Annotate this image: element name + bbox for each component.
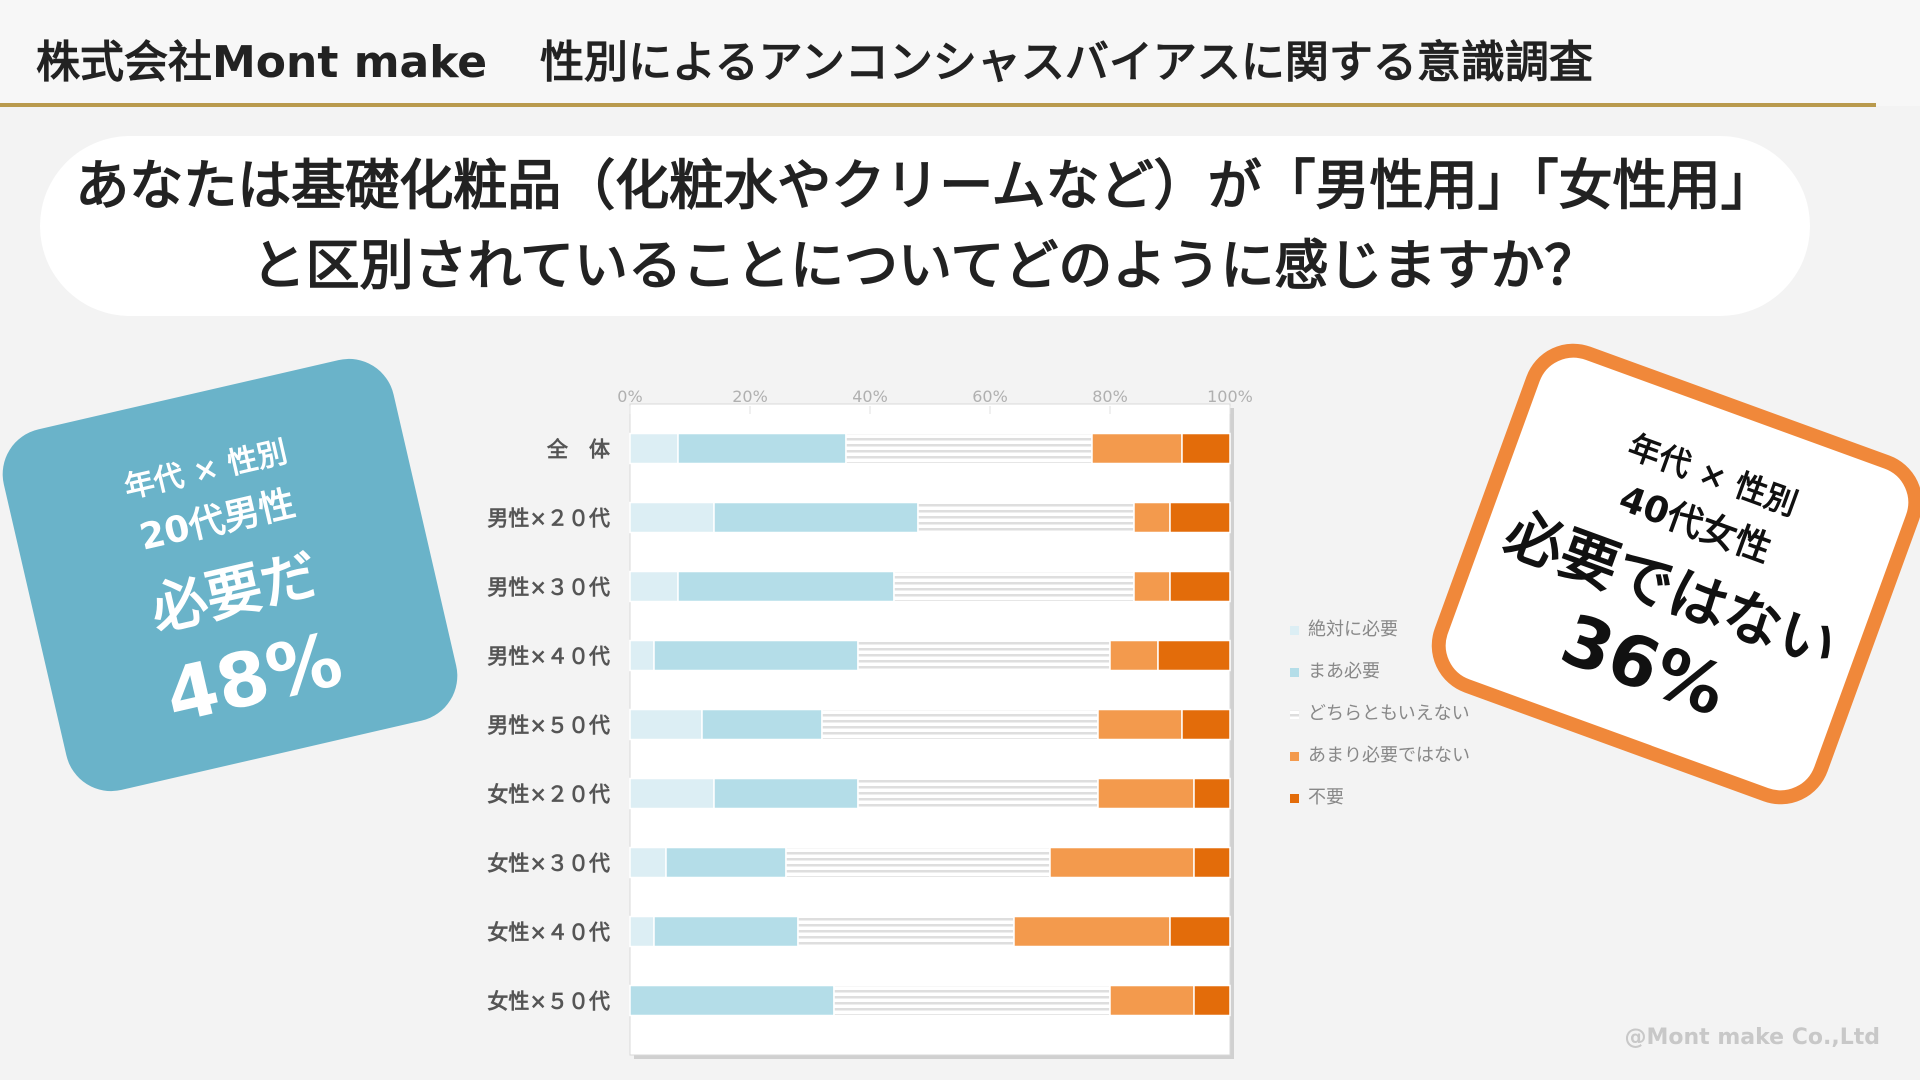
bar-segment bbox=[653, 915, 799, 948]
category-label: 男性×３０代 bbox=[487, 576, 610, 600]
header-bar bbox=[0, 0, 1920, 106]
legend-swatch bbox=[1290, 626, 1299, 635]
bar-segment bbox=[1169, 915, 1231, 948]
chart-plot: 0% 20% 40% 60% 80% 100% 全 体男性×２０代男性×３０代男性×４０代男… bbox=[487, 387, 1470, 1059]
bar-segment bbox=[1109, 639, 1159, 672]
legend-swatch bbox=[1290, 668, 1299, 677]
bar-segment bbox=[833, 984, 1111, 1017]
bar-segment bbox=[677, 570, 895, 603]
x-tick-label: 100% bbox=[1207, 387, 1253, 406]
legend-label: どちらともいえない bbox=[1308, 703, 1470, 724]
bar-segment bbox=[653, 639, 859, 672]
bar-segment bbox=[821, 708, 1099, 741]
x-tick-label: 40% bbox=[852, 387, 888, 406]
bar-segment bbox=[629, 915, 655, 948]
callout-male-20s: 年代 × 性別 20代男性 必要だ 48% bbox=[0, 349, 467, 801]
question-text: あなたは基礎化粧品（化粧水やクリームなど）が「男性用」「女性用」と区別されている… bbox=[75, 154, 1775, 297]
category-label: 男性×２０代 bbox=[487, 507, 610, 531]
bar-segment bbox=[1097, 708, 1183, 741]
bar-segment bbox=[893, 570, 1135, 603]
bar-segment bbox=[629, 846, 667, 879]
legend-swatch bbox=[1290, 710, 1299, 719]
bar-segment bbox=[629, 708, 703, 741]
bar-segment bbox=[1091, 432, 1183, 465]
header-divider bbox=[0, 103, 1876, 107]
bar-segment bbox=[629, 501, 715, 534]
legend-label: 不要 bbox=[1308, 787, 1344, 808]
bar-segment bbox=[1169, 501, 1231, 534]
x-tick-label: 80% bbox=[1092, 387, 1128, 406]
bar-segment bbox=[1097, 777, 1195, 810]
category-label: 女性×４０代 bbox=[487, 921, 610, 945]
copyright: @Mont make Co.,Ltd bbox=[1624, 1025, 1881, 1050]
legend-label: 絶対に必要 bbox=[1308, 619, 1398, 640]
bar-segment bbox=[629, 570, 679, 603]
bar-segment bbox=[629, 432, 679, 465]
x-tick-label: 0% bbox=[617, 387, 642, 406]
category-label: 女性×３０代 bbox=[487, 852, 610, 876]
bar-segment bbox=[1133, 501, 1171, 534]
bar-segment bbox=[857, 777, 1099, 810]
question-box: あなたは基礎化粧品（化粧水やクリームなど）が「男性用」「女性用」と区別されている… bbox=[40, 136, 1810, 316]
bar-segment bbox=[629, 984, 835, 1017]
stacked-bar-chart: 0% 20% 40% 60% 80% 100% 全 体男性×２０代男性×３０代男性×４０代男… bbox=[487, 387, 1470, 1059]
survey-title: 性別によるアンコンシャスバイアスに関する意識調査 bbox=[540, 37, 1593, 88]
bar-segment bbox=[1181, 708, 1231, 741]
bar-segment bbox=[713, 501, 919, 534]
legend-swatch bbox=[1290, 794, 1299, 803]
category-label: 女性×５０代 bbox=[487, 990, 610, 1014]
legend-label: あまり必要ではない bbox=[1308, 745, 1470, 766]
legend-label: まあ必要 bbox=[1308, 661, 1380, 682]
bar-segment bbox=[857, 639, 1111, 672]
x-tick-label: 20% bbox=[732, 387, 768, 406]
bar-segment bbox=[665, 846, 787, 879]
bar-segment bbox=[1193, 846, 1231, 879]
category-label: 男性×４０代 bbox=[487, 645, 610, 669]
bar-segment bbox=[1013, 915, 1171, 948]
category-label: 男性×５０代 bbox=[487, 714, 610, 738]
bar-segment bbox=[1109, 984, 1195, 1017]
bar-segment bbox=[1169, 570, 1231, 603]
bar-segment bbox=[917, 501, 1135, 534]
bar-segment bbox=[713, 777, 859, 810]
bar-segment bbox=[629, 777, 715, 810]
bar-segment bbox=[797, 915, 1015, 948]
bar-segment bbox=[1193, 777, 1231, 810]
category-label: 女性×２０代 bbox=[487, 783, 610, 807]
category-label: 全 体 bbox=[546, 438, 611, 462]
bar-segment bbox=[1193, 984, 1231, 1017]
bar-segment bbox=[1181, 432, 1231, 465]
bar-segment bbox=[1157, 639, 1231, 672]
x-tick-label: 60% bbox=[972, 387, 1008, 406]
bar-segment bbox=[677, 432, 847, 465]
bar-segment bbox=[1133, 570, 1171, 603]
bar-segment bbox=[629, 639, 655, 672]
bar-segment bbox=[785, 846, 1051, 879]
bar-segment bbox=[701, 708, 823, 741]
legend-swatch bbox=[1290, 752, 1299, 761]
bar-segment bbox=[1049, 846, 1195, 879]
company-name: 株式会社Mont make bbox=[36, 37, 488, 88]
bar-segment bbox=[845, 432, 1093, 465]
